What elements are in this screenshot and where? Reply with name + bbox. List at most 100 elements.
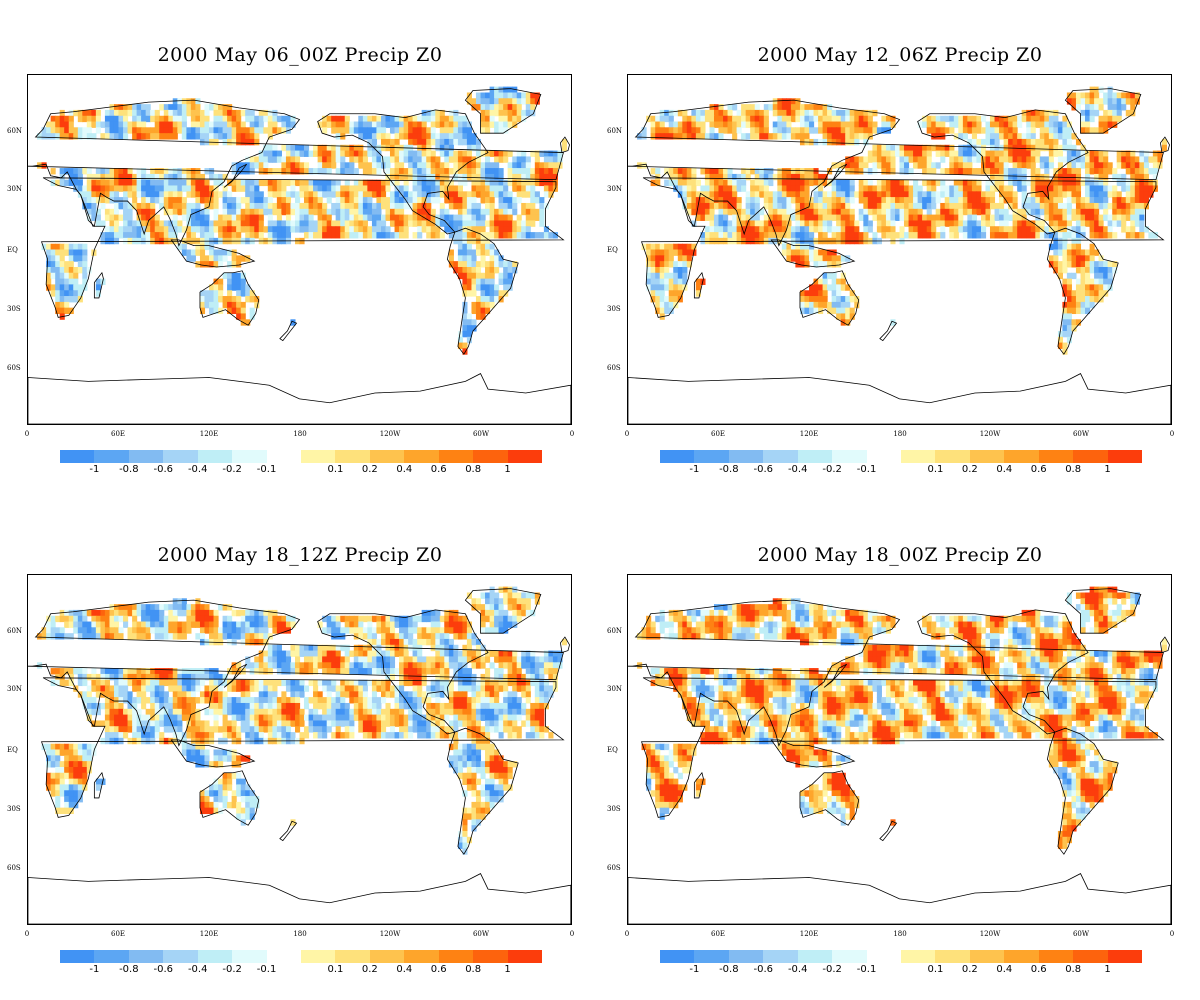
antarctica-outline xyxy=(28,873,571,924)
colorbar-swatch xyxy=(266,450,302,463)
lat-tick-label: EQ xyxy=(607,246,618,254)
colorbar-label: 0.2 xyxy=(961,464,978,475)
lat-tick-label: 30N xyxy=(7,185,23,193)
lon-tick-label: 60E xyxy=(710,930,726,938)
colorbar-swatch xyxy=(128,950,164,963)
panel-title: 2000 May 18_12Z Precip Z0 xyxy=(157,544,443,566)
africa-coastline xyxy=(40,177,565,318)
colorbar-label: 0.2 xyxy=(361,964,378,975)
colorbar-label: 0.2 xyxy=(361,464,378,475)
colorbar-label: -0.4 xyxy=(787,464,808,475)
lat-tick-label: 30S xyxy=(7,305,21,313)
colorbar-swatch xyxy=(660,950,695,963)
lon-tick-label: 0 xyxy=(624,430,630,438)
lon-tick-label: 120W xyxy=(979,430,1001,438)
colorbar-label: -0.2 xyxy=(822,964,842,975)
colorbar-swatch xyxy=(866,450,902,463)
lon-tick-label: 60E xyxy=(710,430,726,438)
precip-field xyxy=(28,586,571,924)
colorbar xyxy=(660,950,1143,964)
colorbar-swatch xyxy=(197,950,233,963)
samerica-coastline xyxy=(1046,227,1119,355)
colorbar-swatch xyxy=(335,450,371,463)
colorbar-swatch xyxy=(266,950,302,963)
colorbar-label: 0.6 xyxy=(430,464,447,475)
lon-tick-label: 120E xyxy=(199,930,219,938)
namerica-coastline xyxy=(317,609,489,735)
colorbar-swatch xyxy=(969,450,1005,463)
lat-tick-label: 60S xyxy=(7,864,21,872)
map-frame xyxy=(27,74,572,425)
nz-coastline xyxy=(279,820,298,842)
colorbar-swatch xyxy=(60,950,95,963)
colorbar-swatch xyxy=(404,450,440,463)
colorbar-label: -0.8 xyxy=(719,464,739,475)
greenland-coastline xyxy=(464,588,542,634)
colorbar-label: 0.4 xyxy=(396,964,413,975)
colorbar-swatch xyxy=(1038,950,1074,963)
uk-coastline xyxy=(560,636,570,654)
lon-tick-label: 60W xyxy=(472,430,490,438)
colorbar-label: 0.2 xyxy=(961,964,978,975)
colorbar-swatch xyxy=(1107,950,1143,963)
colorbar-swatch xyxy=(694,450,730,463)
lon-tick-label: 180 xyxy=(293,430,307,438)
australia-coastline xyxy=(199,270,260,326)
colorbar-swatch xyxy=(438,950,474,963)
colorbar-label: 0.8 xyxy=(465,964,482,975)
precip-field xyxy=(28,86,571,424)
colorbar-label: 0.8 xyxy=(1065,464,1082,475)
map-frame xyxy=(627,74,1172,425)
colorbar-swatch xyxy=(1073,950,1109,963)
lon-tick-label: 0 xyxy=(24,430,30,438)
colorbar-swatch xyxy=(473,450,509,463)
colorbar-swatch xyxy=(1038,450,1074,463)
colorbar-swatch xyxy=(369,950,405,963)
colorbar-swatch xyxy=(969,950,1005,963)
lon-tick-label: 0 xyxy=(24,930,30,938)
colorbar-swatch xyxy=(797,950,833,963)
colorbar-swatch xyxy=(507,450,543,463)
colorbar-label: -0.1 xyxy=(856,464,877,475)
lat-tick-label: 60S xyxy=(7,364,21,372)
lon-tick-label: 120E xyxy=(199,430,219,438)
lon-tick-label: 180 xyxy=(893,430,907,438)
colorbar-swatch xyxy=(232,950,268,963)
japan-coastline xyxy=(223,163,248,188)
colorbar-swatch xyxy=(94,950,130,963)
colorbar-label: 1 xyxy=(504,464,511,475)
antarctica-outline xyxy=(28,373,571,424)
colorbar-label: -1 xyxy=(89,964,100,975)
map-panel: 2000 May 18_00Z Precip Z0 60N 30N EQ 30S 60S 0… xyxy=(600,500,1200,1000)
lon-tick-label: 120E xyxy=(799,930,819,938)
colorbar-label: 1 xyxy=(1104,464,1111,475)
lat-tick-label: 30N xyxy=(7,685,23,693)
colorbar-label: -0.2 xyxy=(222,464,242,475)
map-panel: 2000 May 06_00Z Precip Z0 60N 30N EQ 30S 60S 0… xyxy=(0,0,600,500)
indonesia-coastline xyxy=(170,739,256,768)
colorbar-swatch xyxy=(438,450,474,463)
japan-coastline xyxy=(823,163,848,188)
colorbar-label: -1 xyxy=(689,964,700,975)
colorbar-swatch xyxy=(660,450,695,463)
colorbar xyxy=(60,950,543,964)
lat-tick-label: 60N xyxy=(7,627,23,635)
lon-tick-label: 60E xyxy=(110,930,126,938)
lon-tick-label: 0 xyxy=(569,930,575,938)
colorbar-swatch xyxy=(728,950,764,963)
panel-title: 2000 May 12_06Z Precip Z0 xyxy=(757,44,1043,66)
colorbar-swatch xyxy=(1073,450,1109,463)
antarctica-outline xyxy=(628,373,1171,424)
colorbar-swatch xyxy=(301,450,336,463)
colorbar-swatch xyxy=(901,450,936,463)
colorbar xyxy=(60,450,543,464)
colorbar-swatch xyxy=(797,450,833,463)
colorbar-label: -0.4 xyxy=(187,964,208,975)
colorbar-label: -1 xyxy=(689,464,700,475)
colorbar-label: -0.8 xyxy=(719,964,739,975)
lat-tick-label: 60N xyxy=(7,127,23,135)
lat-tick-label: EQ xyxy=(7,246,18,254)
lat-tick-label: 60S xyxy=(607,864,621,872)
colorbar-label: -0.1 xyxy=(256,964,277,975)
nz-coastline xyxy=(879,820,898,842)
